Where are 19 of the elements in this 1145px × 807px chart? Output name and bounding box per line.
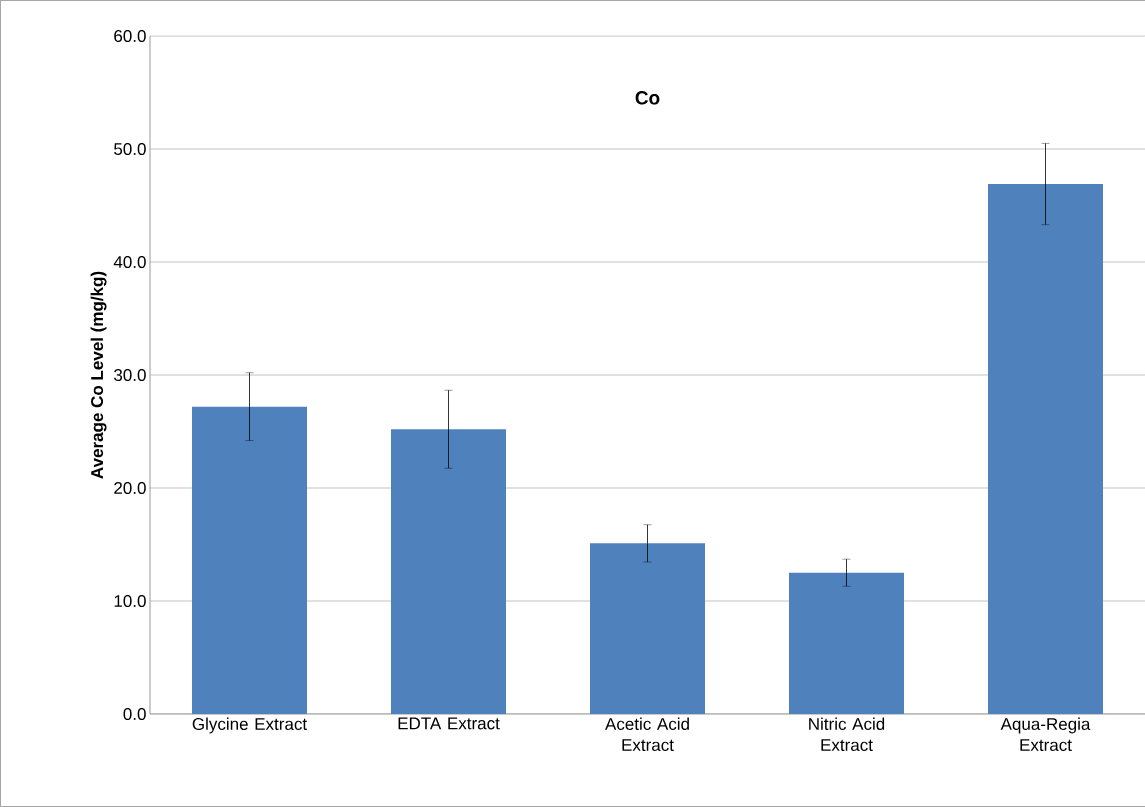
y-tick-label: 40.0	[113, 255, 146, 269]
y-tick-label: 20.0	[114, 481, 146, 495]
x-tick-label: Nitric Acid Extract	[809, 717, 885, 752]
y-tick-label: 50.0	[114, 142, 146, 156]
x-tick-label: EDTA Extract	[398, 717, 500, 730]
bar	[590, 543, 706, 714]
y-tick-label: 60.0	[114, 29, 146, 43]
x-tick-label: Glycine Extract	[192, 717, 307, 734]
y-axis-title: Average Co Level (mg/kg)	[90, 271, 107, 479]
bar	[988, 184, 1104, 714]
x-tick-label: Acetic Acid Extract	[605, 717, 689, 752]
text: Co	[635, 91, 660, 105]
bar	[192, 406, 308, 714]
y-tick-label: 10.0	[114, 594, 146, 608]
x-tick-label: Aqua-Regia Extract	[1000, 717, 1091, 752]
y-tick-label: 0.0	[123, 707, 146, 721]
y-tick-label: 30.0	[114, 368, 146, 382]
bar	[391, 429, 507, 714]
bar	[789, 572, 905, 714]
